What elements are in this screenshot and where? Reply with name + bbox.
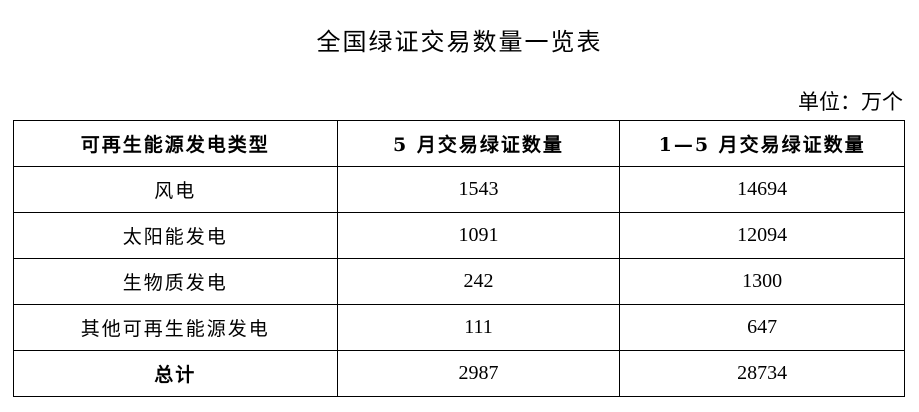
cell-type: 太阳能发电 [13,212,338,259]
cell-type: 总计 [13,350,338,397]
unit-label: 单位：万个 [798,90,903,114]
green-certificate-table: 可再生能源发电类型 5 月交易绿证数量 1—5 月交易绿证数量 风电 1543 … [13,120,905,397]
header-may: 5 月交易绿证数量 [336,120,621,167]
cell-jan-may: 1300 [619,258,905,305]
table-row: 风电 1543 14694 [13,166,905,213]
cell-jan-may: 647 [619,304,905,351]
page-title: 全国绿证交易数量一览表 [316,28,603,56]
cell-jan-may: 12094 [619,212,905,259]
cell-jan-may: 28734 [619,350,905,397]
header-type: 可再生能源发电类型 [13,120,338,167]
cell-jan-may: 14694 [619,166,905,213]
table-row: 生物质发电 242 1300 [13,258,905,305]
cell-type: 其他可再生能源发电 [13,304,338,351]
cell-type: 生物质发电 [13,258,338,305]
cell-type: 风电 [13,166,338,213]
cell-may: 111 [336,304,621,351]
table-row: 其他可再生能源发电 111 647 [13,304,905,351]
header-jan-may: 1—5 月交易绿证数量 [619,120,905,167]
cell-may: 2987 [336,350,621,397]
cell-may: 1543 [336,166,621,213]
total-row: 总计 2987 28734 [13,350,905,397]
table-row: 太阳能发电 1091 12094 [13,212,905,259]
table-header-row: 可再生能源发电类型 5 月交易绿证数量 1—5 月交易绿证数量 [13,120,905,167]
cell-may: 1091 [336,212,621,259]
cell-may: 242 [336,258,621,305]
